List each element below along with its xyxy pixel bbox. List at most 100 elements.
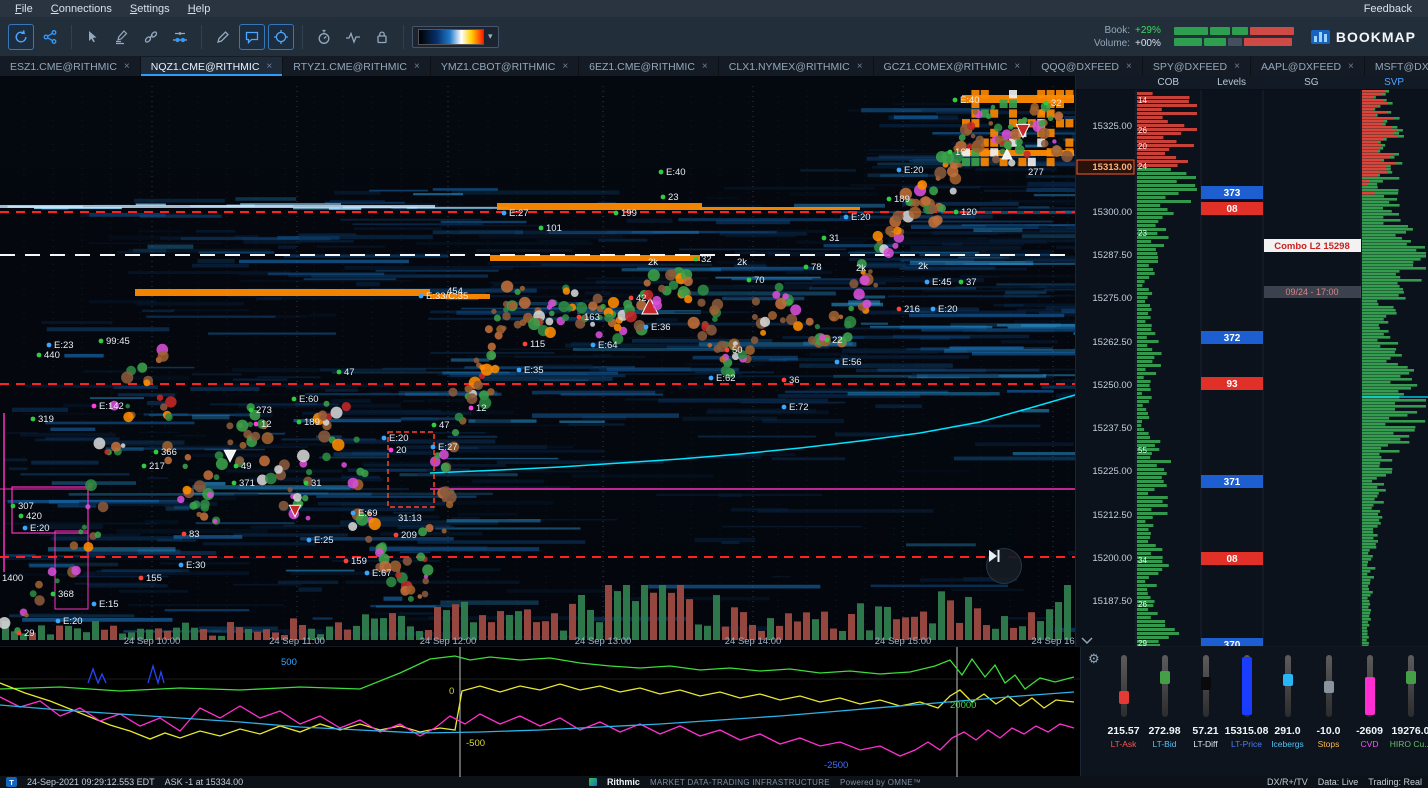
tab-close-icon[interactable]: × <box>562 61 569 72</box>
header-levels[interactable]: Levels <box>1217 77 1246 88</box>
tab-gcz1[interactable]: GCZ1.COMEX@RITHMIC × <box>874 57 1032 76</box>
widget-slider[interactable] <box>1323 655 1334 717</box>
depth-panel-body[interactable]: 15325.00 15300.00 15287.50 15275.00 15262.50… <box>1076 90 1428 646</box>
tab-close-icon[interactable]: × <box>1014 61 1021 72</box>
widget-slider[interactable] <box>1364 655 1375 717</box>
tab-rtyz1[interactable]: RTYZ1.CME@RITHMIC × <box>283 57 431 76</box>
widget-value: -2609 <box>1356 725 1383 737</box>
svg-text:E:56: E:56 <box>842 357 862 368</box>
svg-text:15300.00: 15300.00 <box>1092 207 1132 218</box>
menu-connections[interactable]: Connections <box>50 2 112 15</box>
status-bar: T 24-Sep-2021 09:29:12.553 EDT ASK -1 at… <box>0 776 1428 788</box>
tab-close-icon[interactable]: × <box>413 61 420 72</box>
slider-handle[interactable] <box>1241 657 1252 715</box>
widget-slider[interactable] <box>1282 655 1293 717</box>
header-sg[interactable]: SG <box>1304 77 1319 88</box>
widget-stops: -10.0 Stops <box>1308 655 1349 749</box>
tab-label: GCZ1.COMEX@RITHMIC <box>883 60 1008 73</box>
widget-hiro: 19276.0 HIRO Cu... <box>1390 655 1428 749</box>
menu-settings[interactable]: Settings <box>129 2 170 15</box>
tab-6ez1[interactable]: 6EZ1.CME@RITHMIC × <box>579 57 719 76</box>
tab-close-icon[interactable]: × <box>1234 61 1240 72</box>
tab-close-icon[interactable]: × <box>1348 61 1354 72</box>
svg-text:08: 08 <box>1226 554 1238 565</box>
play-skip-icon <box>989 550 1000 562</box>
rithmic-logo-icon <box>588 778 597 786</box>
heatmap-chart[interactable]: E:40 32 164 277 E:20 189 120 E:40 23 199 E:27 101 E:… <box>0 76 1075 646</box>
share-button[interactable] <box>37 24 63 50</box>
gear-icon[interactable]: ⚙ <box>1088 651 1100 666</box>
pulse-button[interactable] <box>340 24 366 50</box>
svg-text:15313.00: 15313.00 <box>1092 162 1132 173</box>
slider-handle[interactable] <box>1364 677 1375 715</box>
indicator-chart[interactable]: 500 0 -500 20000 -2500 <box>0 647 1080 777</box>
tab-close-icon[interactable]: × <box>856 61 863 72</box>
widget-value: 291.0 <box>1274 725 1301 737</box>
draw-button[interactable] <box>210 24 236 50</box>
depth-panel-chart[interactable]: 15325.00 15300.00 15287.50 15275.00 15262.50… <box>1076 90 1428 646</box>
header-svp[interactable]: SVP <box>1384 77 1405 88</box>
widget-slider[interactable] <box>1241 655 1252 717</box>
volume-filter-button[interactable] <box>167 24 193 50</box>
widget-slider[interactable] <box>1118 655 1129 717</box>
crosshair-button[interactable] <box>268 23 294 50</box>
svg-text:209: 209 <box>401 530 417 541</box>
slider-handle[interactable] <box>1323 681 1334 693</box>
tab-aapl[interactable]: AAPL@DXFEED × <box>1251 57 1365 76</box>
menu-feedback[interactable]: Feedback <box>1363 2 1412 15</box>
svg-text:24 Sep 11:00: 24 Sep 11:00 <box>269 636 325 646</box>
replay-button[interactable] <box>8 23 34 50</box>
svg-text:E:20: E:20 <box>904 165 924 176</box>
widget-slider[interactable] <box>1159 655 1170 717</box>
annotations-button[interactable] <box>109 24 135 50</box>
lock-button[interactable] <box>369 24 395 50</box>
timer-button[interactable] <box>311 24 337 50</box>
link-button[interactable] <box>138 24 164 50</box>
slider-handle[interactable] <box>1118 691 1129 704</box>
svg-text:24 Sep 10:00: 24 Sep 10:00 <box>124 636 181 646</box>
header-cob[interactable]: COB <box>1157 77 1180 88</box>
widget-slider[interactable] <box>1200 655 1211 717</box>
book-volume-bars <box>1173 27 1294 46</box>
slider-handle[interactable] <box>1405 671 1416 684</box>
tab-msft[interactable]: MSFT@DXFEED× <box>1365 57 1428 76</box>
menu-help[interactable]: Help <box>187 2 211 15</box>
svg-text:12: 12 <box>476 403 487 414</box>
tab-qqq[interactable]: QQQ@DXFEED × <box>1031 57 1143 76</box>
widget-slider[interactable] <box>1405 655 1416 717</box>
svg-text:E:60: E:60 <box>299 394 319 405</box>
tab-close-icon[interactable]: × <box>266 61 273 72</box>
svg-text:440: 440 <box>44 350 60 361</box>
tab-close-icon[interactable]: × <box>1125 61 1132 72</box>
feeds-indicator: DX/R+/TV <box>1267 777 1308 787</box>
svg-text:371: 371 <box>1224 477 1241 488</box>
slider-handle[interactable] <box>1159 671 1170 684</box>
tab-nqz1[interactable]: NQZ1.CME@RITHMIC × <box>140 57 284 76</box>
tab-label: QQQ@DXFEED <box>1041 60 1119 73</box>
chat-button[interactable] <box>239 23 265 50</box>
svg-text:26: 26 <box>1138 600 1147 609</box>
tab-ymz1[interactable]: YMZ1.CBOT@RITHMIC × <box>431 57 580 76</box>
widget-label: Stops <box>1317 739 1340 749</box>
replay-play-button[interactable] <box>986 548 1022 584</box>
tab-close-icon[interactable]: × <box>701 61 708 72</box>
menu-file[interactable]: File <box>15 2 33 15</box>
timezone-icon[interactable]: T <box>6 777 17 787</box>
tab-spy[interactable]: SPY@DXFEED × <box>1143 57 1251 76</box>
heatmap-palette-select[interactable]: ▾ <box>412 25 499 48</box>
svg-text:307: 307 <box>18 501 34 512</box>
svg-text:366: 366 <box>161 447 177 458</box>
svg-text:1400: 1400 <box>2 573 23 584</box>
tab-close-icon[interactable]: × <box>123 61 130 72</box>
heatmap-chart-area[interactable]: E:40 32 164 277 E:20 189 120 E:40 23 199 E:27 101 E:… <box>0 76 1075 646</box>
widget-lt-ask: 215.57 LT-Ask <box>1103 655 1144 749</box>
svg-text:29: 29 <box>1138 639 1147 646</box>
slider-handle[interactable] <box>1200 677 1211 690</box>
svg-text:319: 319 <box>38 414 54 425</box>
cursor-tool-button[interactable] <box>80 24 106 50</box>
tab-esz1[interactable]: ESZ1.CME@RITHMIC × <box>0 57 141 76</box>
slider-handle[interactable] <box>1282 674 1293 686</box>
tab-clx1[interactable]: CLX1.NYMEX@RITHMIC × <box>719 57 874 76</box>
indicator-panel[interactable]: 500 0 -500 20000 -2500 <box>0 646 1080 777</box>
widget-value: 19276.0 <box>1391 725 1428 737</box>
